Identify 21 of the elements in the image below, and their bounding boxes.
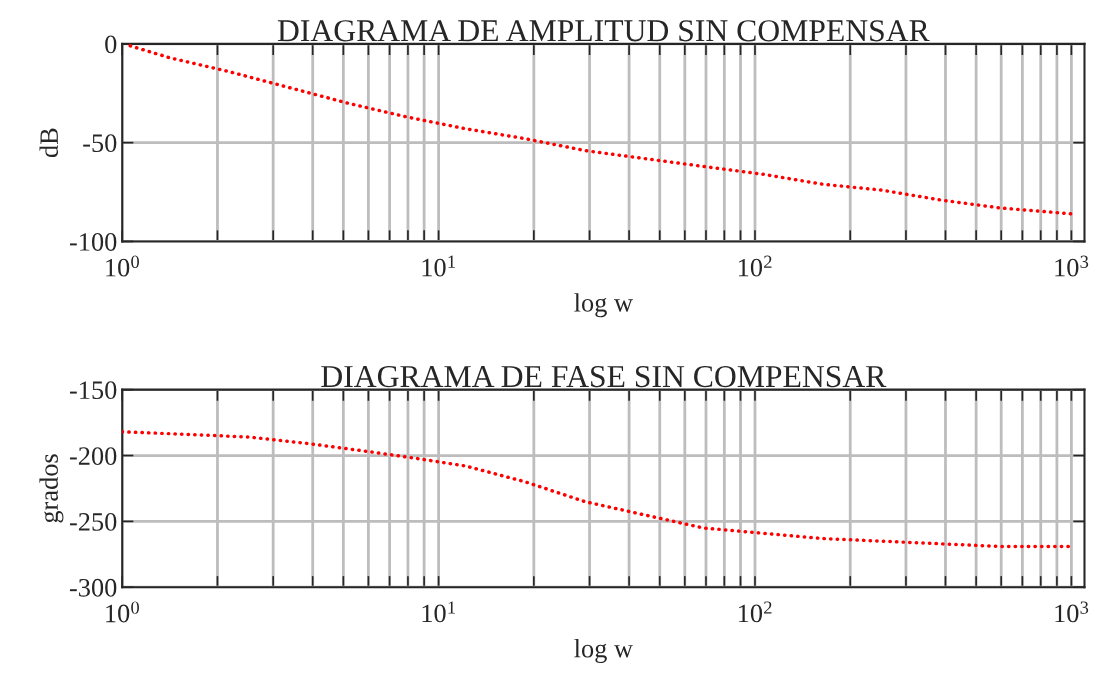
y-tick-label: -250 [69, 512, 117, 531]
y-tick-label: -200 [69, 447, 117, 465]
y-tick-label: 0 [105, 35, 117, 54]
x-tick-label: 10$^{3}$ [1055, 601, 1089, 623]
x-tick-label: 10$^{1}$ [422, 601, 455, 623]
y-tick-label: -100 [69, 233, 117, 251]
x-axis-title: log w [574, 293, 633, 318]
x-tick-label: 10$^{0}$ [106, 601, 139, 623]
x-tick-label: 10$^{1}$ [422, 255, 455, 277]
x-tick-label: 10$^{0}$ [106, 255, 139, 277]
x-tick-label: 10$^{2}$ [738, 255, 772, 277]
y-tick-label: -50 [83, 134, 117, 153]
y-axis-title: grados [39, 454, 64, 523]
y-tick-label: -300 [69, 578, 117, 597]
chart-title: DIAGRAMA DE FASE SIN COMPENSAR [321, 365, 887, 388]
y-tick-label: -150 [69, 381, 117, 400]
x-tick-label: 10$^{2}$ [738, 601, 772, 623]
x-axis-title: log w [574, 638, 633, 663]
y-axis-title: dB [39, 128, 59, 158]
x-tick-label: 10$^{3}$ [1055, 255, 1089, 277]
chart-title: DIAGRAMA DE AMPLITUD SIN COMPENSAR [277, 20, 930, 42]
